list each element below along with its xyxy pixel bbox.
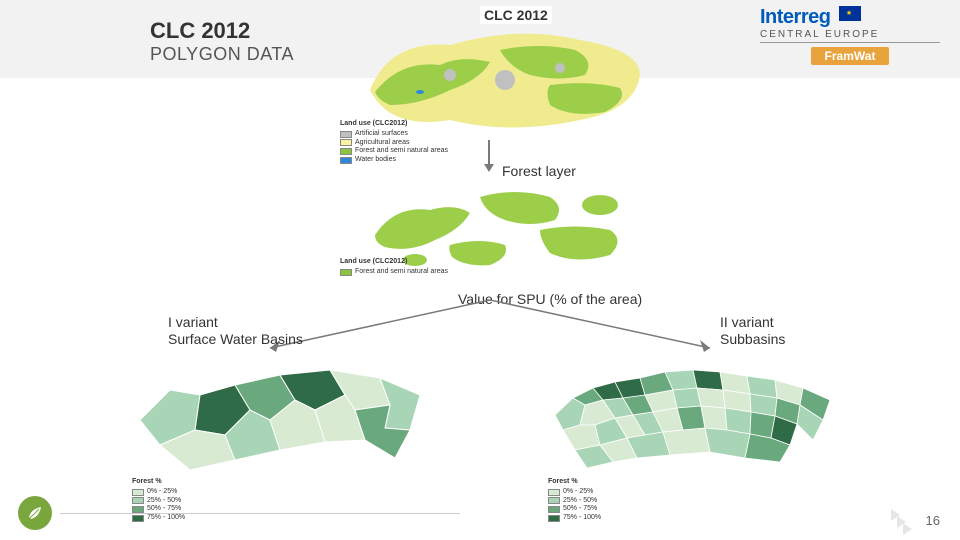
title-sub: POLYGON DATA — [150, 44, 294, 65]
logo-brand: Interreg — [760, 6, 830, 28]
arrow-clc-forest — [488, 140, 490, 166]
variant2-title: II variant Subbasins — [720, 314, 785, 348]
legend-label: Artificial surfaces — [355, 130, 408, 139]
page-number: 16 — [926, 513, 940, 528]
forest-legend: Land use (CLC2012) Forest and semi natur… — [340, 258, 448, 277]
swatch-25-50 — [548, 497, 560, 504]
footer-line — [60, 513, 460, 514]
swatch-water — [340, 157, 352, 164]
variant2-legend-title: Forest % — [548, 478, 601, 487]
swatch-forest-only — [340, 269, 352, 276]
swatch-25-50 — [132, 497, 144, 504]
legend-label: Water bodies — [355, 156, 396, 165]
clc-legend-title: Land use (CLC2012) — [340, 120, 448, 129]
legend-label: 0% - 25% — [563, 488, 593, 497]
logo-region: CENTRAL EUROPE — [760, 29, 940, 43]
variant1-l2: Surface Water Basins — [168, 331, 303, 348]
forest-legend-title: Land use (CLC2012) — [340, 258, 448, 267]
logo-program: FramWat — [811, 47, 890, 65]
swatch-75-100 — [548, 515, 560, 522]
legend-label: 25% - 50% — [563, 497, 597, 506]
legend-label: 50% - 75% — [563, 505, 597, 514]
legend-label: 0% - 25% — [147, 488, 177, 497]
legend-label: 75% - 100% — [563, 514, 601, 523]
swatch-artificial — [340, 131, 352, 138]
legend-label: 25% - 50% — [147, 497, 181, 506]
variant1-legend-title: Forest % — [132, 478, 185, 487]
legend-label: Agricultural areas — [355, 139, 409, 148]
legend-label: Forest and semi natural areas — [355, 268, 448, 277]
variant1-legend: Forest % 0% - 25% 25% - 50% 50% - 75% 75… — [132, 478, 185, 523]
chevrons-icon — [891, 514, 912, 530]
legend-label: 75% - 100% — [147, 514, 185, 523]
swatch-75-100 — [132, 515, 144, 522]
swatch-forest — [340, 148, 352, 155]
variant1-l1: I variant — [168, 314, 303, 331]
variant2-map — [545, 350, 845, 485]
swatch-0-25 — [132, 489, 144, 496]
variant1-title: I variant Surface Water Basins — [168, 314, 303, 348]
clc-legend: Land use (CLC2012) Artificial surfaces A… — [340, 120, 448, 165]
title-main: CLC 2012 — [150, 18, 294, 44]
legend-label: Forest and semi natural areas — [355, 147, 448, 156]
variant2-l2: Subbasins — [720, 331, 785, 348]
variant1-map — [130, 350, 430, 485]
swatch-agri — [340, 139, 352, 146]
arrow-head-icon — [484, 164, 494, 172]
variant2-legend: Forest % 0% - 25% 25% - 50% 50% - 75% 75… — [548, 478, 601, 523]
eu-flag-icon — [839, 6, 861, 21]
slide-title: CLC 2012 POLYGON DATA — [150, 18, 294, 65]
swatch-0-25 — [548, 489, 560, 496]
swatch-50-75 — [548, 506, 560, 513]
leaf-badge-icon — [18, 496, 52, 530]
interreg-logo: Interreg CENTRAL EUROPE FramWat — [760, 6, 940, 65]
variant2-l1: II variant — [720, 314, 785, 331]
